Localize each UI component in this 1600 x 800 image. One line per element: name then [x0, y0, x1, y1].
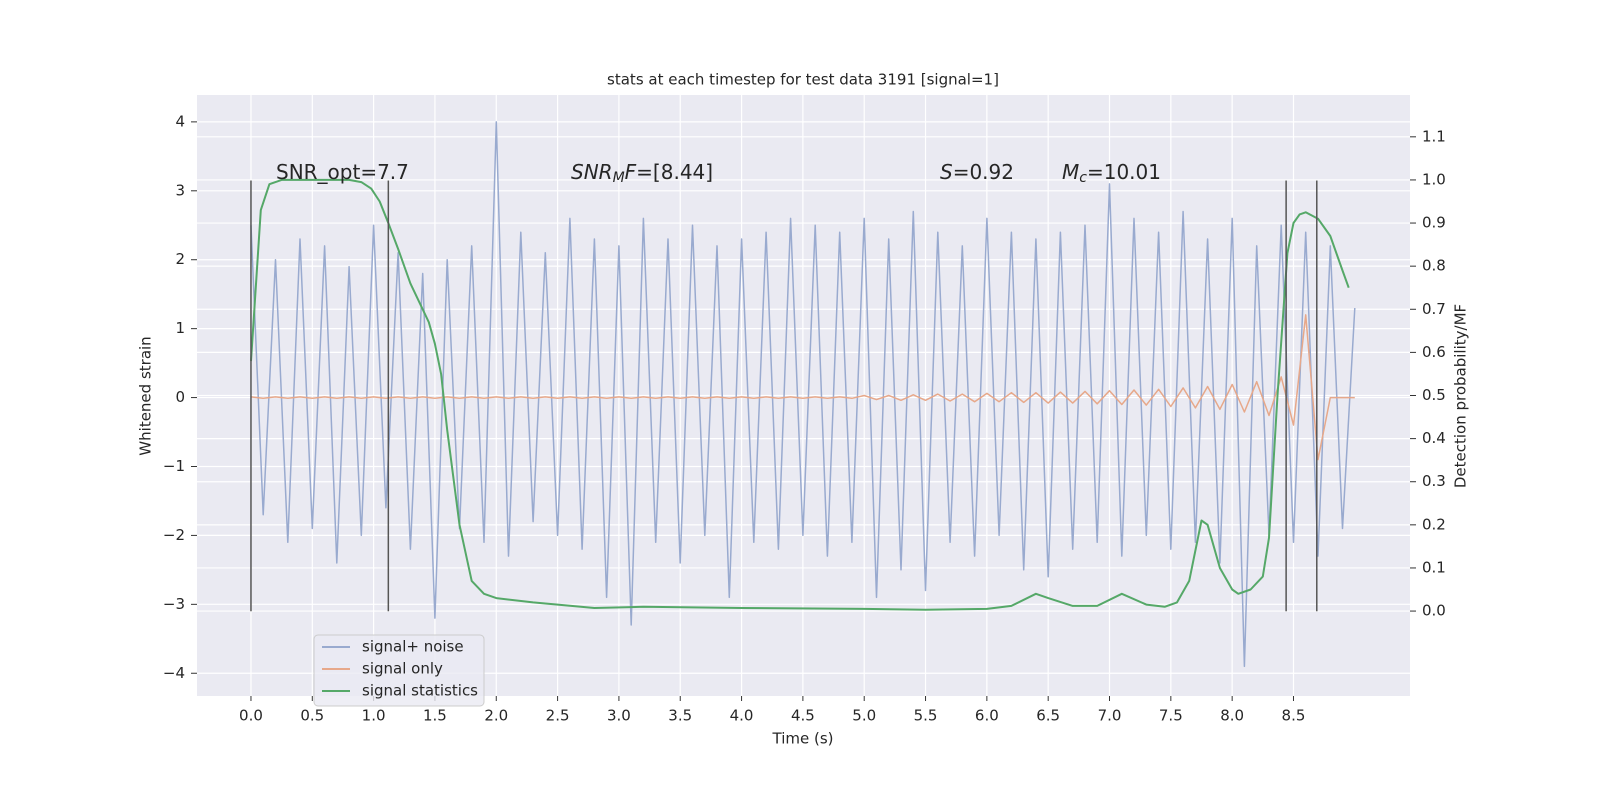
- y2-tick-label: 0.1: [1422, 558, 1446, 576]
- x-tick-label: 1.0: [362, 707, 386, 725]
- y-tick-label: −2: [163, 526, 185, 544]
- annotation-part: SNR: [571, 160, 613, 184]
- x-tick-label: 5.0: [852, 707, 876, 725]
- annotation-part: =[8.44]: [636, 160, 713, 184]
- y-tick-label: −3: [163, 595, 185, 613]
- x-tick-label: 1.5: [423, 707, 447, 725]
- y-tick-label: 1: [175, 319, 185, 337]
- y-axis-label: Whitened strain: [137, 336, 155, 455]
- y-tick-label: 4: [175, 112, 185, 130]
- y2-tick-label: 0.8: [1422, 257, 1446, 275]
- annotation-part: =0.92: [953, 160, 1014, 184]
- legend-label: signal statistics: [362, 682, 478, 700]
- annotation: Mc=10.01: [1062, 160, 1161, 187]
- x-tick-label: 2.0: [484, 707, 508, 725]
- annotation-part: =10.01: [1087, 160, 1161, 184]
- y2-tick-label: 0.3: [1422, 472, 1446, 490]
- x-tick-label: 8.5: [1282, 707, 1306, 725]
- x-tick-label: 0.0: [239, 707, 263, 725]
- y-tick-label: −1: [163, 457, 185, 475]
- y2-tick-label: 0.2: [1422, 515, 1446, 533]
- x-tick-label: 6.0: [975, 707, 999, 725]
- annotation-part: S: [940, 160, 953, 184]
- x-tick-label: 7.0: [1098, 707, 1122, 725]
- y2-axis-label: Detection probability/MF: [1452, 304, 1470, 488]
- y2-tick-label: 1.0: [1422, 170, 1446, 188]
- y2-tick-label: 0.4: [1422, 429, 1446, 447]
- marks: [250, 121, 1356, 668]
- x-tick-label: 6.5: [1036, 707, 1060, 725]
- x-tick-label: 0.5: [300, 707, 324, 725]
- y-tick-label: 3: [175, 181, 185, 199]
- series-line: [250, 314, 1355, 461]
- series-line: [250, 178, 1350, 611]
- x-tick-label: 3.5: [668, 707, 692, 725]
- y2-tick-label: 0.5: [1422, 386, 1446, 404]
- y2-tick-label: 0.6: [1422, 343, 1446, 361]
- x-axis-label: Time (s): [772, 730, 834, 748]
- x-tick-label: 4.5: [791, 707, 815, 725]
- x-tick-label: 5.5: [914, 707, 938, 725]
- x-tick-label: 2.5: [546, 707, 570, 725]
- x-tick-label: 8.0: [1220, 707, 1244, 725]
- annotation: SNRMF=[8.44]: [571, 160, 713, 187]
- annotation-part: F: [625, 160, 637, 184]
- legend-label: signal+ noise: [362, 638, 464, 656]
- series-line: [250, 121, 1356, 668]
- annotation-part: M: [613, 170, 625, 186]
- annotation-part: SNR_opt=7.7: [276, 160, 409, 184]
- x-tick-label: 4.0: [730, 707, 754, 725]
- legend-box: [313, 634, 485, 707]
- labels: 0.0 0.5 1.0 1.5 2.0 2.5 3.0 3.5 4.0 4.5 5.0 5.5 6.0 6…: [163, 112, 1446, 724]
- annotation: S=0.92: [940, 160, 1014, 184]
- annotation-part: c: [1079, 170, 1087, 186]
- x-tick-label: 3.0: [607, 707, 631, 725]
- annotation: SNR_opt=7.7: [276, 160, 409, 184]
- chart-title: stats at each timestep for test data 319…: [607, 71, 999, 89]
- x-tick-label: 7.5: [1159, 707, 1183, 725]
- y-tick-label: 2: [175, 250, 185, 268]
- grid: [197, 95, 1410, 696]
- y-tick-label: −4: [163, 664, 185, 682]
- y-tick-label: 0: [175, 388, 185, 406]
- y2-tick-label: 0.9: [1422, 214, 1446, 232]
- legend-label: signal only: [362, 660, 443, 678]
- y2-tick-label: 0.0: [1422, 602, 1446, 620]
- y2-tick-label: 1.1: [1422, 127, 1446, 145]
- annotation-part: M: [1062, 160, 1079, 184]
- y2-tick-label: 0.7: [1422, 300, 1446, 318]
